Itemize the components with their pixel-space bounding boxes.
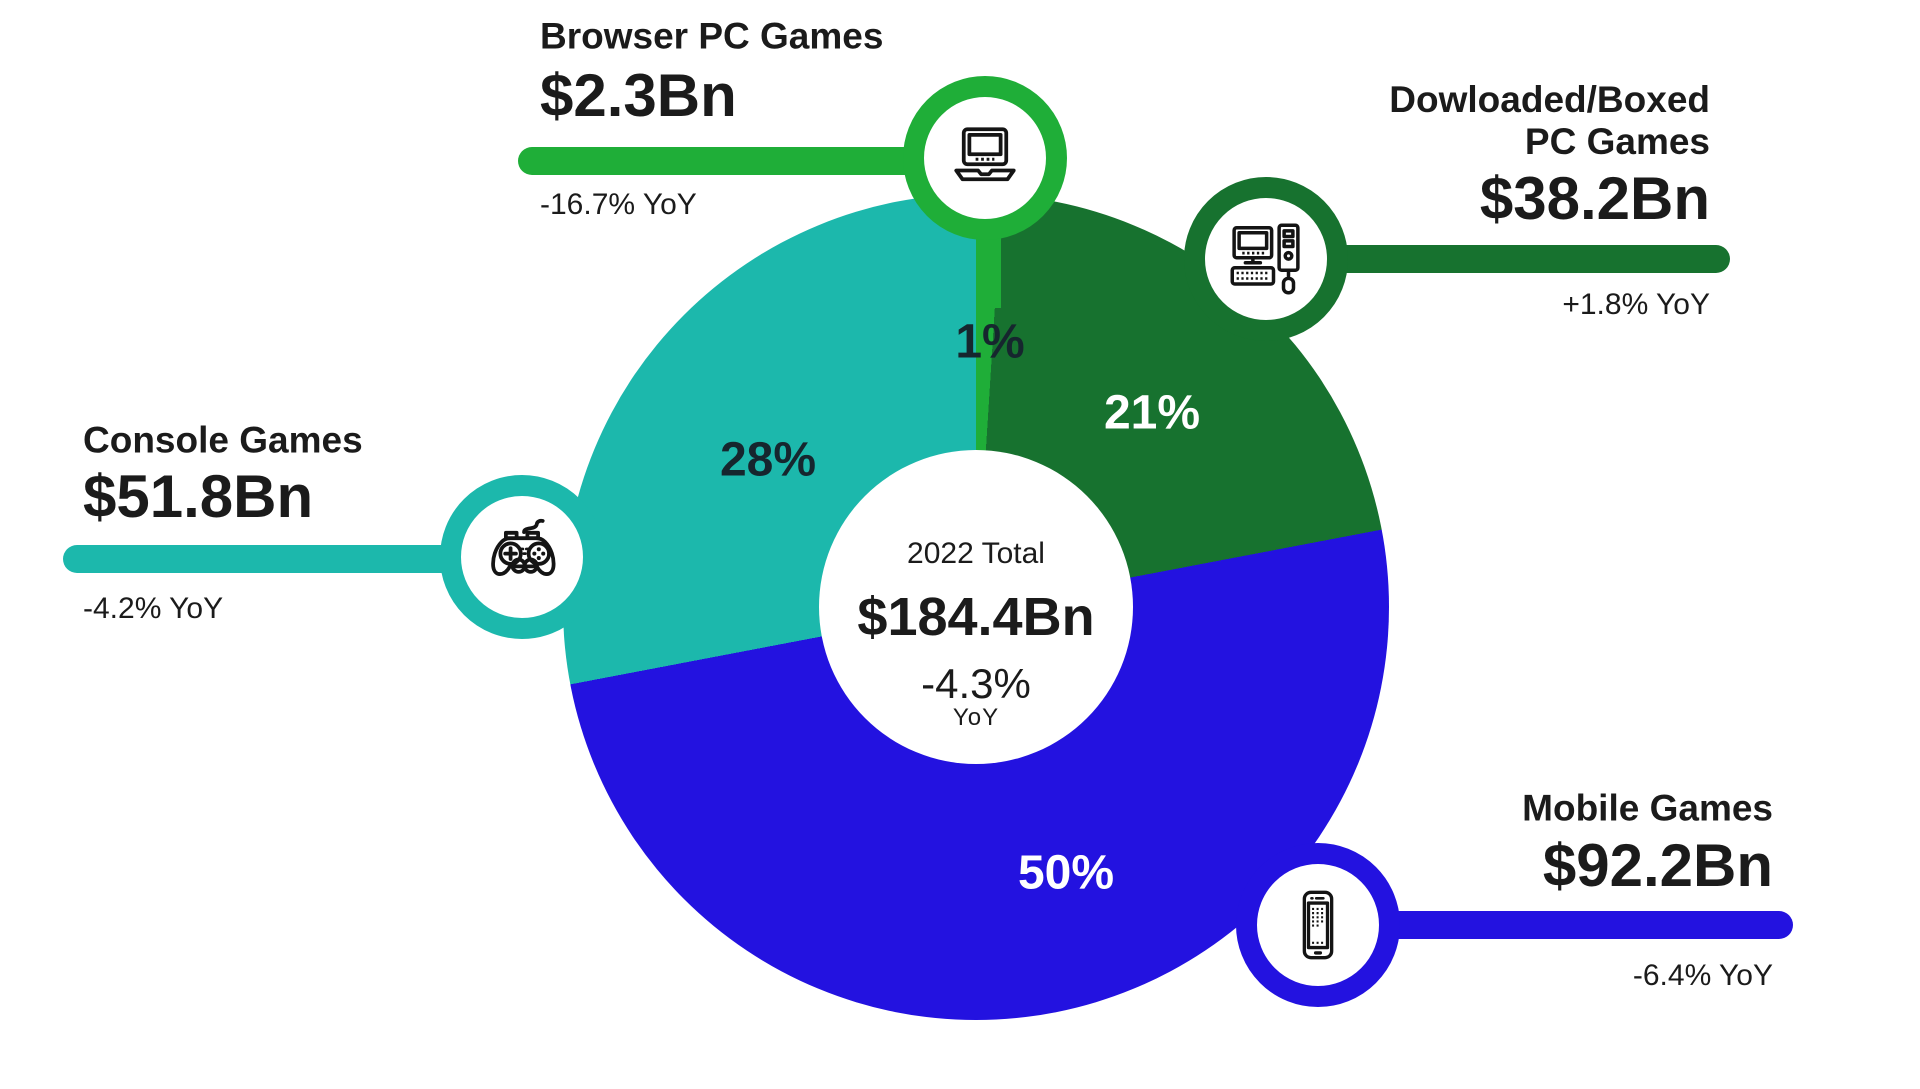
- boxed-pc-label-line2: PC Games: [1524, 121, 1710, 162]
- boxed-pc-yoy: +1.8% YoY: [1562, 288, 1710, 321]
- mobile-value: $92.2Bn: [1542, 832, 1773, 899]
- boxed-pc-label-line1: Dowloaded/Boxed: [1389, 79, 1710, 120]
- console-label: Console Games: [83, 419, 363, 461]
- smartphone-icon: [1302, 890, 1334, 960]
- gamepad-icon: [491, 518, 556, 576]
- browser-value: $2.3Bn: [540, 62, 737, 129]
- donut-hole: [819, 450, 1133, 764]
- mobile-percent-label: 50%: [1017, 846, 1115, 900]
- center-total-title: 2022 Total: [907, 537, 1045, 570]
- center-total-value: $184.4Bn: [857, 587, 1095, 647]
- console-yoy: -4.2% YoY: [83, 592, 224, 625]
- console-percent-label: 28%: [719, 433, 817, 487]
- browser-yoy: -16.7% YoY: [540, 188, 697, 221]
- console-value: $51.8Bn: [83, 463, 314, 530]
- center-yoy-label: YoY: [952, 704, 1000, 731]
- browser-percent-label: 1%: [955, 315, 1025, 369]
- boxed-pc-icon-ring: [1184, 177, 1348, 341]
- laptop-icon: [954, 127, 1016, 182]
- desktop-pc-icon: [1230, 223, 1300, 295]
- mobile-yoy: -6.4% YoY: [1632, 959, 1773, 992]
- console-icon-ring: [440, 475, 604, 639]
- center-total-yoy: -4.3%: [921, 660, 1031, 707]
- mobile-label: Mobile Games: [1522, 787, 1773, 829]
- boxed-pc-label: Dowloaded/Boxed PC Games: [1389, 79, 1710, 163]
- boxed-pc-percent-label: 21%: [1103, 386, 1201, 440]
- mobile-icon-ring: [1236, 843, 1400, 1007]
- browser-icon-ring: [903, 76, 1067, 240]
- boxed-pc-value: $38.2Bn: [1479, 165, 1710, 232]
- browser-label: Browser PC Games: [540, 15, 884, 57]
